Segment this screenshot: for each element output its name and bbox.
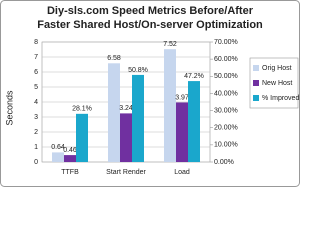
legend-label: New Host (262, 80, 292, 87)
y-tick-label: 7 (34, 54, 38, 61)
bar (52, 152, 64, 162)
y2-tick-label: 0.00% (214, 159, 234, 166)
y-tick-label: 0 (34, 159, 38, 166)
y2-tick-label: 20.00% (214, 125, 238, 132)
bar (120, 113, 132, 162)
legend-swatch (253, 80, 259, 86)
legend-swatch (253, 95, 259, 101)
y-tick-label: 2 (34, 129, 38, 136)
y-tick-label: 5 (34, 84, 38, 91)
bar (108, 63, 120, 162)
y-tick-label: 1 (34, 144, 38, 151)
y-tick-label: 3 (34, 114, 38, 121)
data-label: 47.2% (184, 73, 204, 80)
data-label: 3.97 (175, 94, 189, 101)
data-label: 50.8% (128, 67, 148, 74)
y2-tick-label: 40.00% (214, 90, 238, 97)
data-label: 28.1% (72, 106, 92, 113)
x-tick-label: Start Render (106, 169, 146, 176)
legend-swatch (253, 65, 259, 71)
data-label: 3.24 (119, 105, 133, 112)
legend-label: Orig Host (262, 65, 292, 72)
y-tick-label: 8 (34, 39, 38, 46)
y-tick-label: 4 (34, 99, 38, 106)
data-label: 6.58 (107, 55, 121, 62)
chart-title: Diy-sls.com Speed Metrics Before/After (47, 5, 254, 17)
bar (176, 102, 188, 162)
bar (64, 155, 76, 162)
data-label: 0.64 (51, 144, 65, 151)
bar (188, 81, 200, 162)
y2-tick-label: 50.00% (214, 73, 238, 80)
bar (132, 74, 144, 162)
legend-label: % Improved (262, 95, 299, 102)
y-tick-label: 6 (34, 69, 38, 76)
x-tick-label: TTFB (61, 169, 79, 176)
y-axis-title: Seconds (4, 90, 14, 126)
x-tick-label: Load (174, 169, 190, 176)
chart-title: Faster Shared Host/On-server Optimizatio… (37, 19, 263, 31)
y2-tick-label: 10.00% (214, 142, 238, 149)
chart: Diy-sls.com Speed Metrics Before/After F… (0, 0, 300, 187)
data-label: 0.46 (63, 147, 77, 154)
bar (76, 113, 88, 162)
y2-tick-label: 70.00% (214, 39, 238, 46)
data-label: 7.52 (163, 41, 177, 48)
y2-tick-label: 30.00% (214, 107, 238, 114)
y2-tick-label: 60.00% (214, 56, 238, 63)
bar (164, 49, 176, 163)
